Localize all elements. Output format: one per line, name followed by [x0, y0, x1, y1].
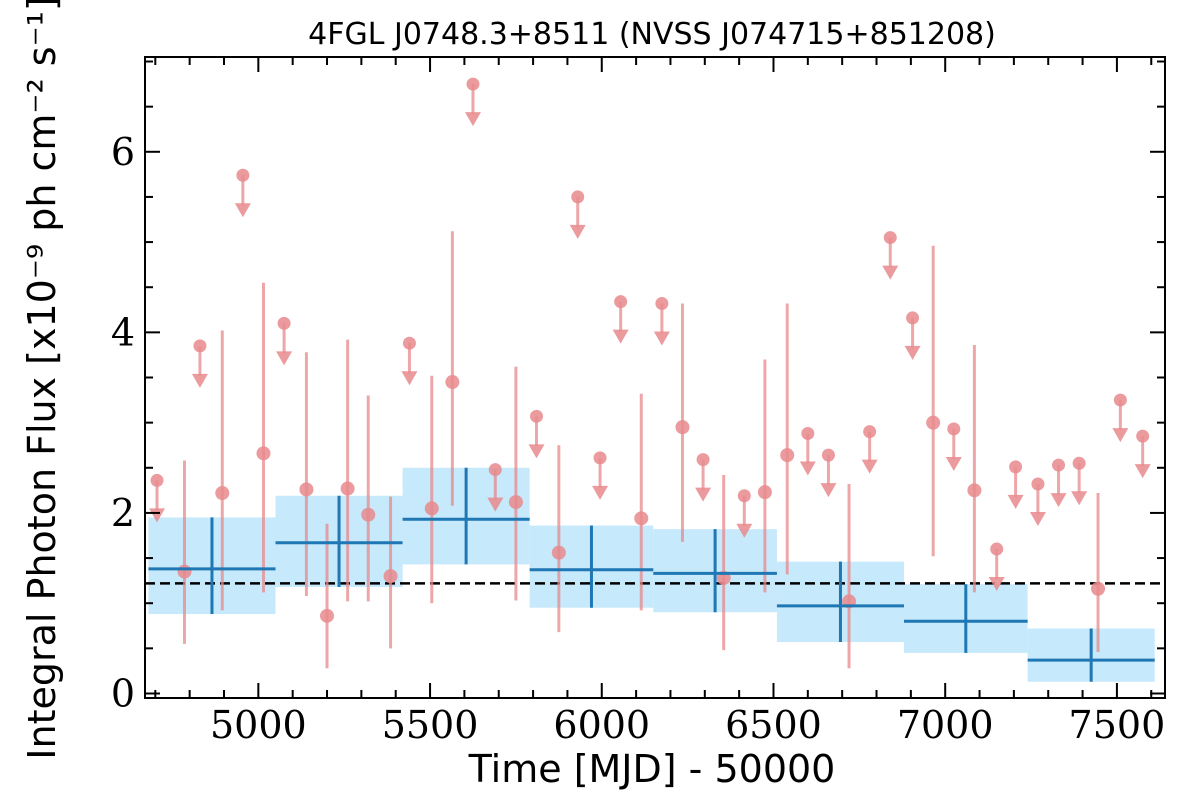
upper-limit-arrow — [401, 371, 418, 386]
upper-limit-point — [863, 425, 877, 439]
upper-limit-arrow — [1029, 512, 1046, 527]
y-tick-label: 6 — [111, 130, 135, 174]
upper-limit-point — [277, 316, 291, 330]
upper-limit-point — [737, 489, 751, 503]
upper-limit-arrow — [882, 265, 899, 280]
detection-point — [320, 608, 335, 623]
upper-limit-arrow — [945, 456, 962, 471]
y-tick-label: 0 — [111, 671, 135, 715]
upper-limit-arrow — [861, 459, 878, 474]
upper-limit-arrow — [1007, 494, 1024, 509]
upper-limit-point — [488, 463, 502, 477]
detection-point — [926, 415, 941, 430]
upper-limit-arrow — [904, 345, 921, 360]
upper-limit-point — [906, 311, 920, 325]
detection-point — [299, 482, 314, 497]
detection-point — [177, 564, 192, 579]
upper-limit-arrow — [695, 487, 712, 502]
y-axis-label: Integral Photon Flux [x10⁻⁹ ph cm⁻² s⁻¹] — [20, 0, 64, 760]
detection-point — [967, 483, 982, 498]
upper-limit-arrow — [276, 351, 293, 366]
upper-limit-point — [990, 542, 1004, 556]
x-tick-label: 6000 — [553, 703, 650, 747]
detection-point — [780, 448, 795, 463]
plot-area — [145, 77, 1165, 682]
upper-limit-point — [1031, 477, 1045, 491]
upper-limit-arrow — [799, 461, 816, 476]
upper-limit-arrow — [149, 508, 166, 523]
detection-point — [256, 446, 271, 461]
upper-limit-arrow — [653, 331, 670, 346]
detection-point — [383, 569, 398, 584]
detection-point — [361, 507, 376, 522]
upper-limit-point — [801, 426, 815, 440]
upper-limit-point — [655, 296, 669, 310]
y-tick-label: 4 — [111, 310, 135, 354]
upper-limit-point — [402, 336, 416, 350]
upper-limit-point — [236, 168, 250, 182]
upper-limit-point — [571, 190, 585, 204]
upper-limit-point — [150, 473, 164, 487]
upper-limit-point — [947, 422, 961, 436]
detection-point — [551, 545, 566, 560]
upper-limit-point — [883, 231, 897, 245]
detection-point — [757, 485, 772, 500]
detection-point — [675, 420, 690, 435]
detection-point — [340, 481, 355, 496]
upper-limit-point — [1052, 458, 1066, 472]
upper-limit-point — [1136, 429, 1150, 443]
upper-limit-arrow — [1112, 428, 1129, 443]
y-tick-label: 2 — [111, 491, 135, 535]
x-axis-label: Time [MJD] - 50000 — [468, 747, 836, 791]
detection-point — [215, 486, 230, 501]
x-tick-label: 6500 — [725, 703, 822, 747]
upper-limit-arrow — [464, 112, 481, 127]
upper-limit-arrow — [820, 483, 837, 498]
upper-limit-point — [530, 409, 544, 423]
upper-limit-arrow — [569, 224, 586, 239]
upper-limit-point — [1113, 393, 1127, 407]
x-tick-label: 5500 — [382, 703, 479, 747]
upper-limit-point — [614, 295, 628, 309]
upper-limit-point — [466, 77, 480, 91]
axis-ticks: 5000 5500 6000 6500 7000 7500 0 2 4 6 — [111, 57, 1165, 747]
upper-limit-point — [821, 448, 835, 462]
detection-point — [634, 511, 649, 526]
detection-point — [508, 495, 523, 510]
chart-title: 4FGL J0748.3+8511 (NVSS J074715+851208) — [308, 17, 996, 52]
upper-limit-arrow — [528, 444, 545, 459]
detection-point — [424, 501, 439, 516]
detection-point — [1091, 581, 1106, 596]
detection-point — [445, 375, 460, 390]
upper-limit-arrow — [487, 497, 504, 512]
upper-limit-arrow — [612, 329, 629, 344]
upper-limit-point — [593, 451, 607, 465]
upper-limit-arrow — [1134, 464, 1151, 479]
x-tick-label: 7500 — [1069, 703, 1166, 747]
upper-limit-arrow — [1071, 491, 1088, 506]
upper-limit-point — [1009, 460, 1023, 474]
upper-limit-arrow — [592, 485, 609, 500]
upper-limit-arrow — [1050, 493, 1067, 508]
x-tick-label: 7000 — [897, 703, 994, 747]
upper-limit-arrow — [234, 203, 251, 218]
upper-limit-arrow — [191, 373, 208, 388]
upper-limit-point — [696, 453, 710, 467]
x-tick-label: 5000 — [210, 703, 307, 747]
upper-limit-point — [1072, 456, 1086, 470]
upper-limit-arrow — [736, 523, 753, 538]
upper-limit-arrow — [988, 577, 1005, 592]
upper-limit-point — [193, 339, 207, 353]
